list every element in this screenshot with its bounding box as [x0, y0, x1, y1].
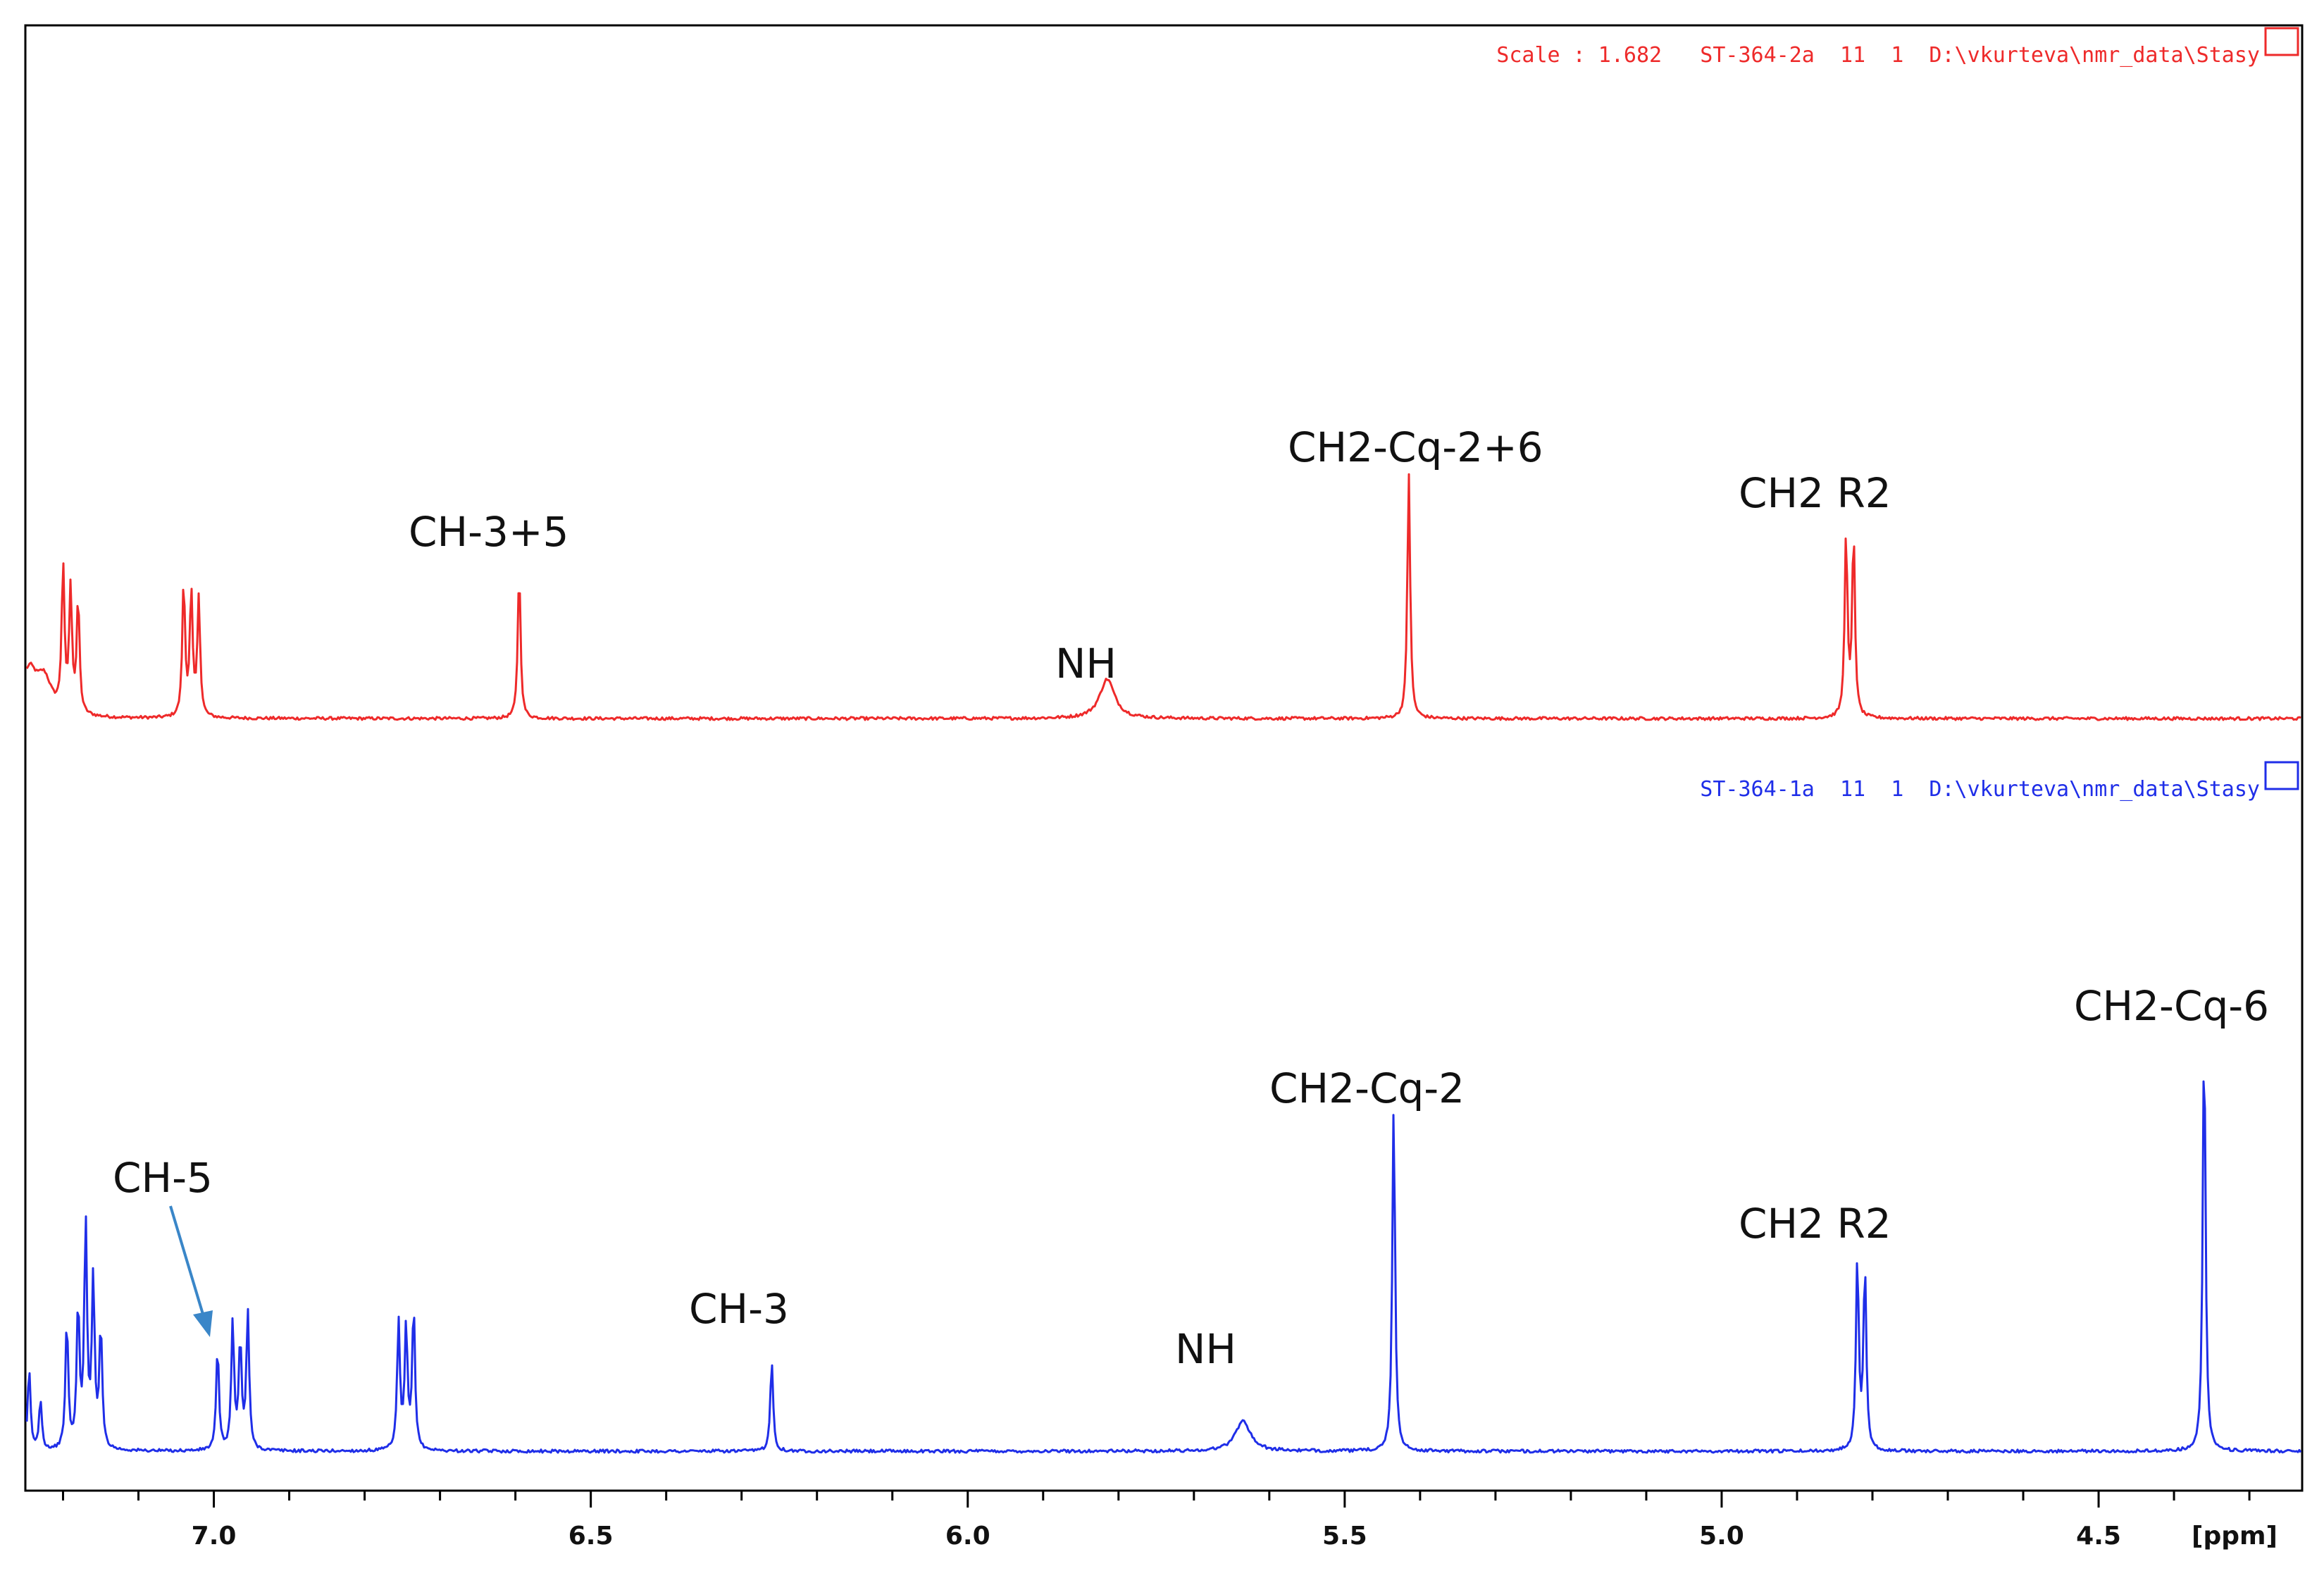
peak-label-bottom-ch2-r2: CH2 R2	[1739, 1200, 1891, 1248]
x-tick-label: 7.0	[192, 1522, 237, 1551]
bottom-spectrum-color-box	[2264, 761, 2299, 790]
spectrum-trace-bottom	[25, 1080, 2302, 1454]
top-spectrum-color-box	[2264, 27, 2299, 56]
spectrum-trace-top	[25, 473, 2301, 721]
peak-label-top-nh: NH	[1055, 640, 1117, 688]
x-tick-label: 6.0	[945, 1522, 990, 1551]
x-axis-ticks	[62, 1491, 2251, 1508]
peak-label-bottom-ch5: CH-5	[113, 1154, 213, 1202]
x-axis-unit-label: [ppm]	[2192, 1522, 2278, 1551]
x-axis-tick-labels: 7.0 6.5 6.0 5.5 5.0 4.5 [ppm]	[192, 1522, 2278, 1551]
peak-label-bottom-ch2-cq-6: CH2-Cq-6	[2074, 982, 2269, 1030]
top-spectrum-header: Scale : 1.682 ST-364-2a 11 1 D:\vkurteva…	[1496, 43, 2260, 68]
peak-label-bottom-ch3: CH-3	[689, 1285, 789, 1333]
x-tick-label: 4.5	[2076, 1522, 2121, 1551]
peak-arrowhead-ch5	[193, 1310, 213, 1337]
bottom-spectrum-header: ST-364-1a 11 1 D:\vkurteva\nmr_data\Stas…	[1700, 777, 2260, 802]
peak-arrow-ch5	[169, 1205, 206, 1319]
peak-label-top-ch2-cq-26: CH2-Cq-2+6	[1288, 423, 1543, 471]
peak-label-top-ch35: CH-3+5	[409, 508, 568, 556]
x-tick-label: 5.0	[1699, 1522, 1744, 1551]
plot-frame	[24, 24, 2304, 1492]
x-tick-label: 5.5	[1322, 1522, 1367, 1551]
peak-label-top-ch2-r2: CH2 R2	[1739, 469, 1891, 517]
peak-label-bottom-ch2-cq-2: CH2-Cq-2	[1269, 1064, 1465, 1112]
x-tick-label: 6.5	[568, 1522, 614, 1551]
peak-label-bottom-nh: NH	[1175, 1325, 1236, 1373]
